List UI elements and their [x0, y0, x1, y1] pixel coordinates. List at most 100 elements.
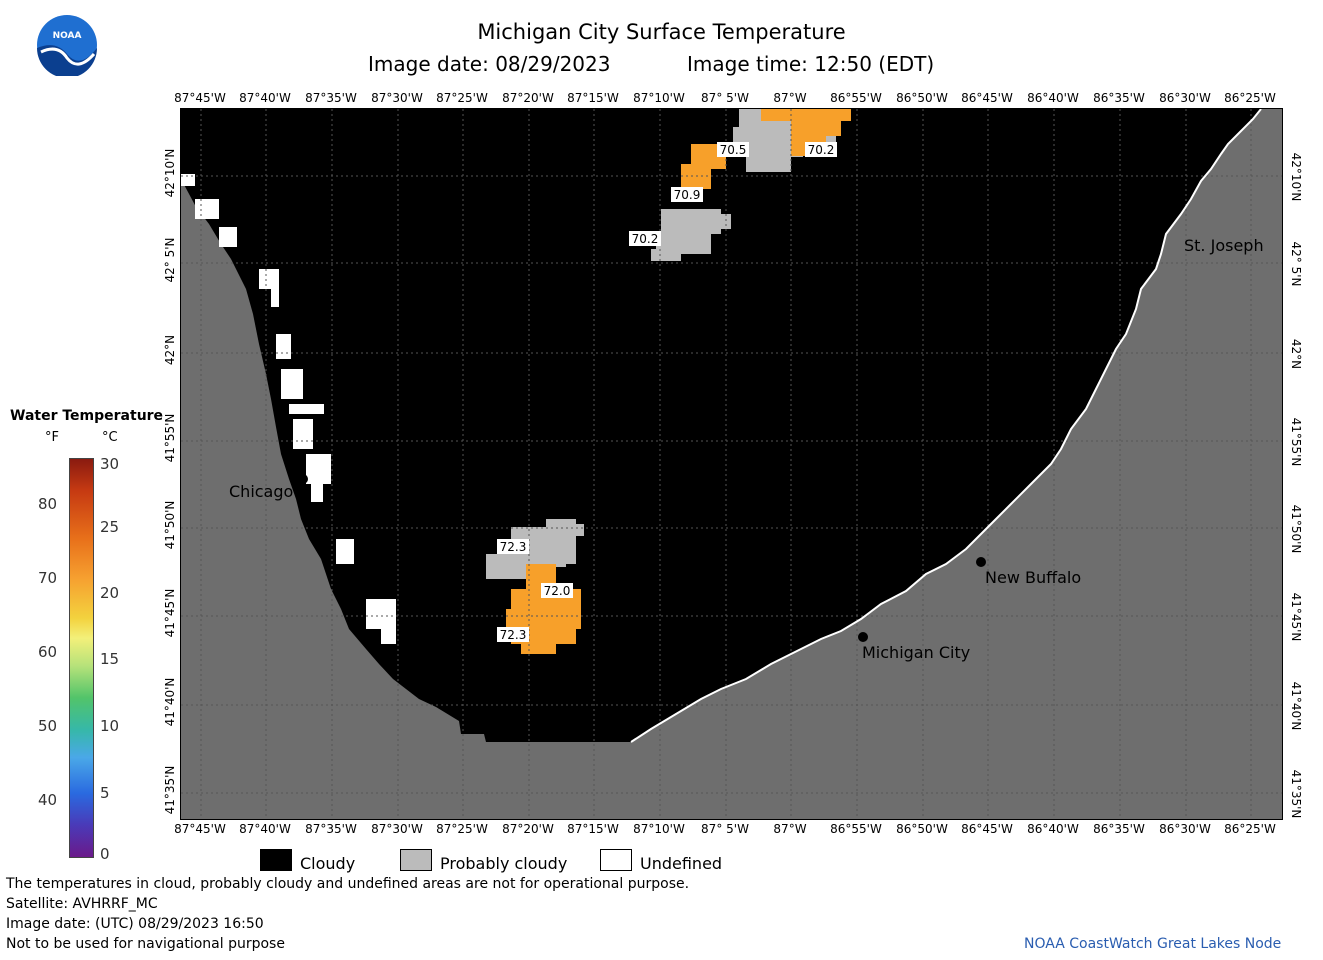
legend-c-tick: 25: [100, 518, 120, 536]
new-buffalo-marker[interactable]: [976, 557, 986, 567]
footer-credit[interactable]: NOAA CoastWatch Great Lakes Node: [1024, 936, 1282, 952]
longitude-tick-label: 86°30'W: [1159, 822, 1211, 836]
latitude-tick-label: 41°50'N: [163, 500, 177, 550]
latitude-tick-label: 41°35'N: [163, 765, 177, 815]
temperature-label: 72.3: [497, 539, 529, 554]
longitude-tick-label: 86°35'W: [1093, 91, 1145, 105]
legend-c-tick: 30: [100, 455, 120, 473]
longitude-tick-label: 87°30'W: [371, 91, 423, 105]
key-cloudy-swatch: [260, 849, 292, 871]
latitude-tick-label: 41°35'N: [1289, 769, 1303, 819]
graticule: [181, 109, 1282, 819]
place-michigan-city: Michigan City: [862, 643, 971, 662]
map-panel[interactable]: 70.5 70.2 70.9 70.2 72.3 72.0 72.3: [180, 108, 1283, 820]
key-undefined-swatch: [600, 849, 632, 871]
longitude-tick-label: 87°15'W: [567, 822, 619, 836]
place-st-joseph: St. Joseph: [1184, 236, 1264, 255]
longitude-tick-label: 86°45'W: [961, 91, 1013, 105]
image-date: Image date: 08/29/2023: [368, 52, 611, 76]
longitude-tick-label: 87°40'W: [239, 91, 291, 105]
svg-text:72.0: 72.0: [544, 584, 571, 598]
longitude-tick-label: 87°25'W: [436, 91, 488, 105]
temperature-label: 72.0: [541, 583, 573, 598]
legend-unit-c: °C: [102, 430, 118, 445]
longitude-tick-label: 86°30'W: [1159, 91, 1211, 105]
footer-utc-date: Image date: (UTC) 08/29/2023 16:50: [6, 916, 264, 932]
svg-text:72.3: 72.3: [500, 628, 527, 642]
chicago-marker[interactable]: [298, 474, 308, 484]
longitude-tick-label: 87°15'W: [567, 91, 619, 105]
latitude-tick-label: 41°50'N: [1289, 504, 1303, 554]
legend-f-tick: 80: [38, 495, 58, 513]
longitude-tick-label: 87°35'W: [305, 91, 357, 105]
longitude-tick-label: 86°45'W: [961, 822, 1013, 836]
temperature-label: 70.9: [671, 187, 703, 202]
longitude-tick-label: 87°40'W: [239, 822, 291, 836]
legend-unit-f: °F: [45, 430, 59, 445]
longitude-tick-label: 86°35'W: [1093, 822, 1145, 836]
key-cloudy-label: Cloudy: [300, 854, 356, 873]
lake-water: [181, 109, 1261, 742]
footer-disclaimer: The temperatures in cloud, probably clou…: [6, 876, 690, 892]
longitude-tick-label: 87°25'W: [436, 822, 488, 836]
latitude-tick-label: 42° 5'N: [1289, 241, 1303, 287]
key-probably-cloudy-label: Probably cloudy: [440, 854, 568, 873]
longitude-tick-label: 87°W: [773, 822, 807, 836]
legend-f-tick: 50: [38, 717, 58, 735]
longitude-tick-label: 86°55'W: [830, 91, 882, 105]
legend-title: Water Temperature: [10, 408, 164, 424]
legend-c-tick: 15: [100, 650, 120, 668]
temperature-label: 70.2: [629, 231, 661, 246]
noaa-logo-icon: NOAA: [36, 14, 98, 78]
legend-colorbar: [69, 458, 94, 858]
longitude-tick-label: 86°55'W: [830, 822, 882, 836]
svg-text:72.3: 72.3: [500, 540, 527, 554]
legend-f-tick: 60: [38, 643, 58, 661]
footer-navigation: Not to be used for navigational purpose: [6, 936, 285, 952]
latitude-tick-label: 41°55'N: [1289, 417, 1303, 467]
footer-satellite: Satellite: AVHRRF_MC: [6, 896, 158, 912]
latitude-tick-label: 41°40'N: [163, 677, 177, 727]
longitude-tick-label: 87°35'W: [305, 822, 357, 836]
key-probably-cloudy-swatch: [400, 849, 432, 871]
longitude-tick-label: 87°W: [773, 91, 807, 105]
coastline: [630, 109, 1262, 743]
longitude-tick-label: 87°10'W: [633, 91, 685, 105]
latitude-tick-label: 42°N: [163, 334, 177, 366]
temperature-label: 72.3: [497, 627, 529, 642]
latitude-tick-label: 41°45'N: [163, 588, 177, 638]
temperature-labels: 70.5 70.2 70.9 70.2 72.3 72.0 72.3: [497, 142, 837, 642]
key-undefined-label: Undefined: [640, 854, 723, 873]
latitude-tick-label: 41°40'N: [1289, 681, 1303, 731]
longitude-tick-label: 86°25'W: [1224, 91, 1276, 105]
latitude-tick-label: 41°55'N: [163, 413, 177, 463]
legend-c-tick: 10: [100, 717, 120, 735]
place-new-buffalo: New Buffalo: [985, 568, 1082, 587]
latitude-tick-label: 42°10'N: [163, 148, 177, 198]
longitude-tick-label: 87°30'W: [371, 822, 423, 836]
noaa-logo-text: NOAA: [53, 31, 82, 41]
longitude-tick-label: 87°45'W: [174, 822, 226, 836]
longitude-tick-label: 87°20'W: [502, 822, 554, 836]
latitude-tick-label: 42° 5'N: [163, 237, 177, 283]
legend-c-tick: 5: [100, 784, 110, 802]
longitude-tick-label: 86°40'W: [1027, 822, 1079, 836]
svg-text:70.2: 70.2: [808, 143, 835, 157]
longitude-tick-label: 87°45'W: [174, 91, 226, 105]
longitude-tick-label: 86°50'W: [896, 91, 948, 105]
michigan-city-marker[interactable]: [858, 632, 868, 642]
longitude-tick-label: 87° 5'W: [701, 822, 749, 836]
svg-text:70.5: 70.5: [720, 143, 747, 157]
svg-text:70.9: 70.9: [674, 188, 701, 202]
svg-text:70.2: 70.2: [632, 232, 659, 246]
legend-c-tick: 0: [100, 845, 110, 863]
longitude-tick-label: 87°20'W: [502, 91, 554, 105]
place-chicago: Chicago: [229, 482, 294, 501]
image-time: Image time: 12:50 (EDT): [687, 52, 935, 76]
longitude-tick-label: 87° 5'W: [701, 91, 749, 105]
longitude-tick-label: 86°50'W: [896, 822, 948, 836]
temperature-label: 70.5: [717, 142, 749, 157]
temperature-label: 70.2: [805, 142, 837, 157]
legend-f-tick: 40: [38, 791, 58, 809]
longitude-tick-label: 86°40'W: [1027, 91, 1079, 105]
